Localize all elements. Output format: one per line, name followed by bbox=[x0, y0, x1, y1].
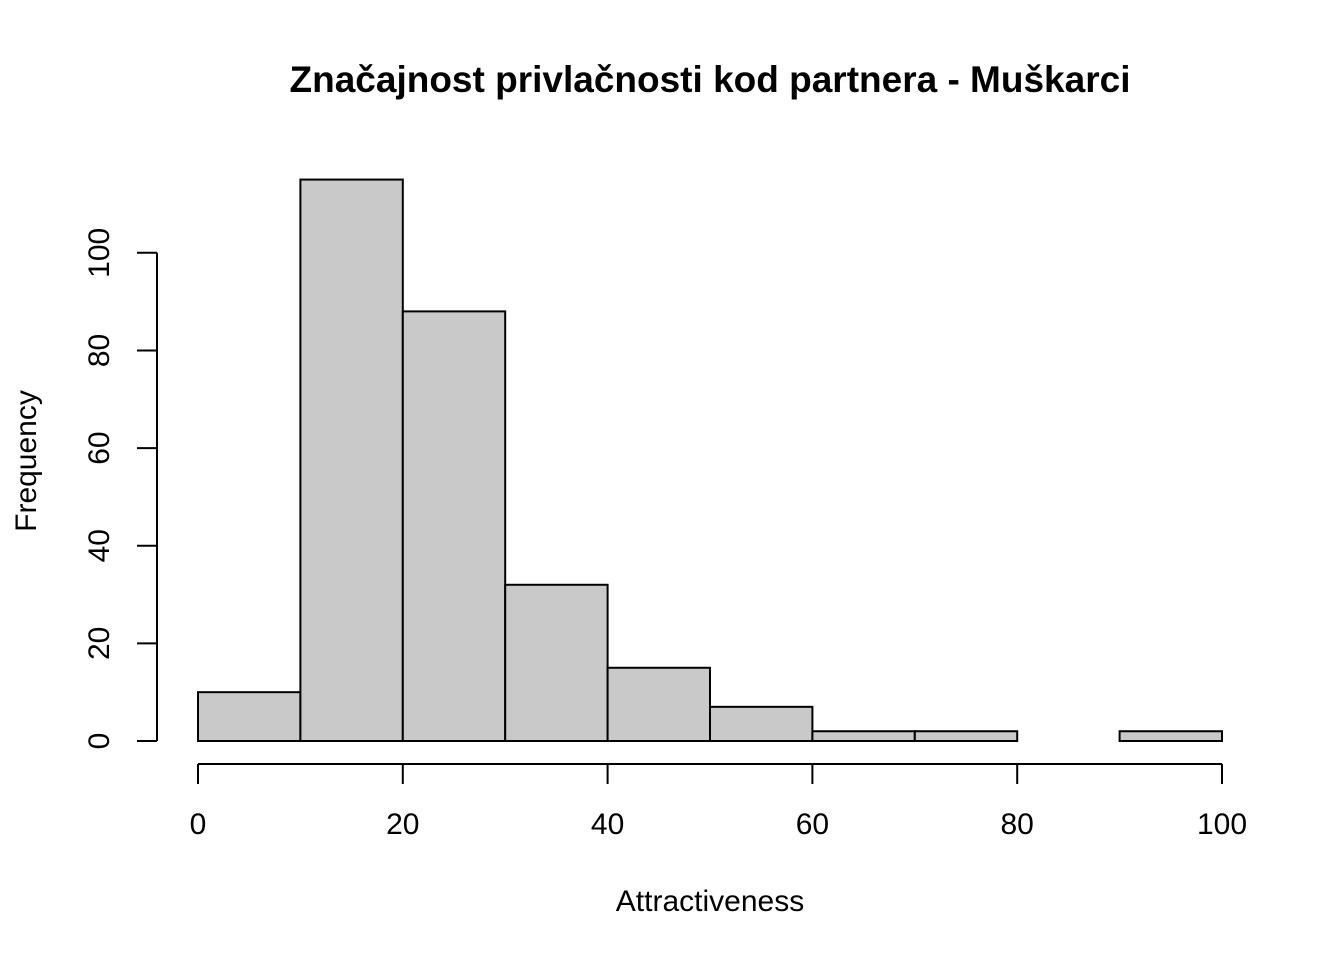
y-tick-label: 100 bbox=[83, 228, 116, 278]
x-tick-label: 100 bbox=[1197, 808, 1247, 841]
x-tick-label: 20 bbox=[386, 808, 419, 841]
x-axis-label: Attractiveness bbox=[616, 885, 804, 918]
x-tick-label: 0 bbox=[190, 808, 207, 841]
y-tick-label: 60 bbox=[83, 431, 116, 464]
histogram-bar-6 bbox=[811, 730, 916, 743]
histogram-bar-5 bbox=[709, 705, 814, 742]
x-axis: 0 20 40 60 80 100 bbox=[190, 763, 1247, 841]
chart-title: Značajnost privlačnosti kod partnera - M… bbox=[290, 59, 1131, 100]
histogram-bar-3 bbox=[504, 583, 609, 742]
histogram-bar-1 bbox=[299, 178, 404, 742]
y-tick-label: 40 bbox=[83, 529, 116, 562]
histogram-bar-9 bbox=[1118, 730, 1223, 743]
y-axis-label: Frequency bbox=[10, 390, 43, 532]
y-axis: 0 20 40 60 80 100 bbox=[83, 228, 158, 750]
x-tick-label: 80 bbox=[1001, 808, 1034, 841]
histogram-bar-7 bbox=[913, 730, 1019, 743]
y-tick-label: 80 bbox=[83, 334, 116, 367]
y-tick-label: 20 bbox=[83, 627, 116, 660]
x-tick-label: 60 bbox=[796, 808, 829, 841]
histogram-bar-2 bbox=[401, 310, 507, 742]
x-tick-label: 40 bbox=[591, 808, 624, 841]
histogram-bar-0 bbox=[197, 691, 302, 742]
y-tick-label: 0 bbox=[83, 733, 116, 750]
histogram-bar-4 bbox=[606, 666, 711, 743]
bars-group bbox=[197, 178, 1223, 743]
